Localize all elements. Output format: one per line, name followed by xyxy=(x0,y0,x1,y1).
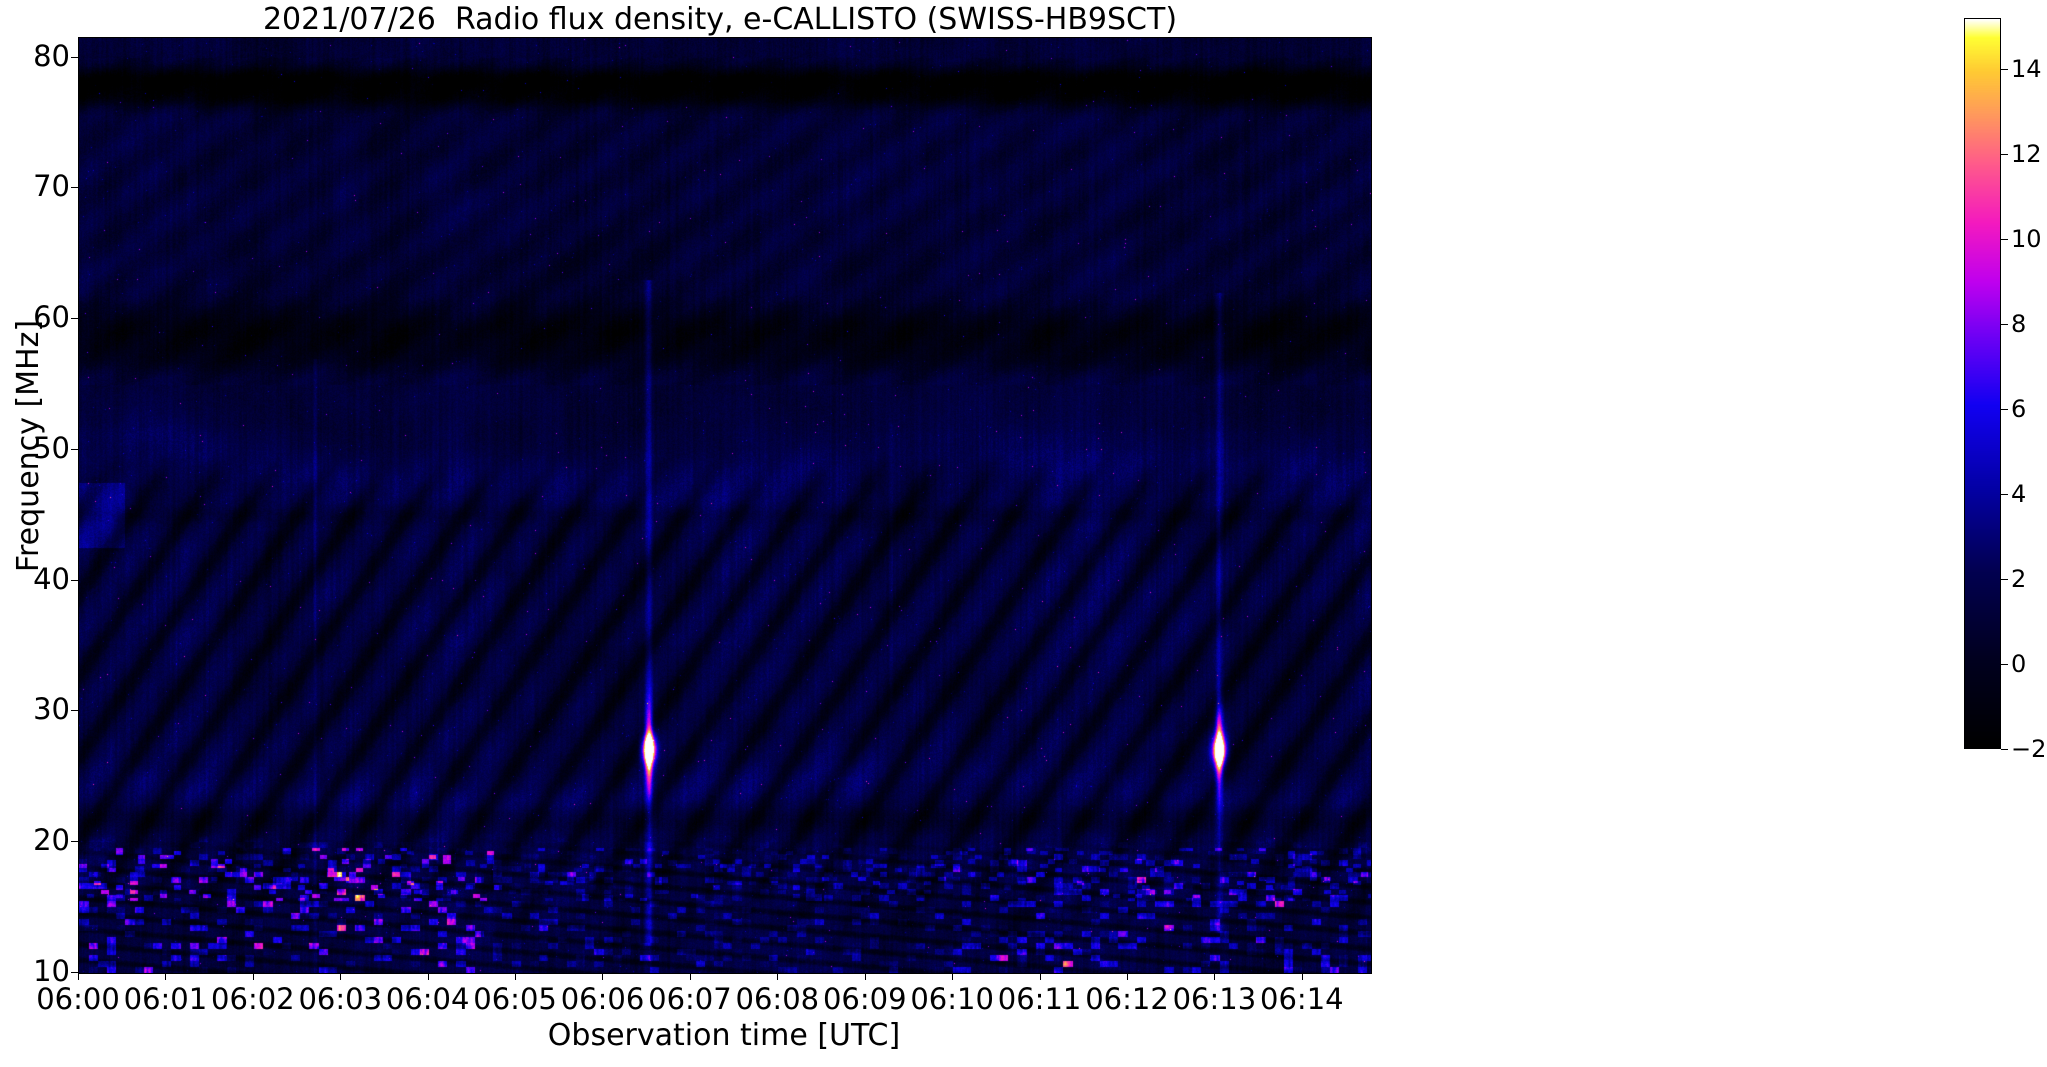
x-tick-mark xyxy=(1214,973,1216,980)
y-tick-mark xyxy=(71,972,78,973)
colorbar-tick-mark xyxy=(2001,579,2008,580)
colorbar-tick-label: 0 xyxy=(2011,650,2027,678)
colorbar-tick-label: 4 xyxy=(2011,480,2027,508)
colorbar-tick-label: 2 xyxy=(2011,565,2027,593)
x-tick-mark xyxy=(252,973,254,980)
colorbar-tick-label: 6 xyxy=(2011,395,2027,423)
colorbar-tick-label: 12 xyxy=(2011,140,2042,168)
y-tick-label: 10 xyxy=(33,954,70,988)
x-tick-label: 06:03 xyxy=(298,982,383,1016)
x-tick-mark xyxy=(427,973,429,980)
colorbar-tick-mark xyxy=(2001,749,2008,750)
x-tick-label: 06:02 xyxy=(211,982,295,1016)
x-tick-mark xyxy=(340,973,342,980)
y-tick-mark xyxy=(71,187,78,189)
y-tick-mark xyxy=(71,710,78,712)
x-tick-label: 06:14 xyxy=(1260,982,1344,1016)
x-tick-label: 06:04 xyxy=(385,982,470,1016)
y-axis-label: Frequency [MHz] xyxy=(11,319,46,573)
x-tick-label: 06:12 xyxy=(1085,982,1169,1016)
x-tick-mark xyxy=(689,973,691,980)
colorbar xyxy=(1964,18,2001,749)
colorbar-tick-label: 8 xyxy=(2011,310,2027,338)
x-tick-mark xyxy=(1039,973,1041,980)
colorbar-tick-label: −2 xyxy=(2011,735,2047,763)
y-tick-label: 40 xyxy=(33,561,70,596)
spectrogram-plot-area[interactable] xyxy=(78,37,1372,974)
x-tick-label: 06:08 xyxy=(735,982,820,1016)
x-tick-label: 06:00 xyxy=(36,982,120,1016)
x-tick-mark xyxy=(1126,973,1128,980)
x-tick-mark xyxy=(1301,973,1303,980)
x-tick-mark xyxy=(602,973,604,980)
x-tick-mark xyxy=(864,973,866,980)
x-tick-label: 06:09 xyxy=(822,982,907,1016)
x-tick-label: 06:06 xyxy=(560,982,645,1016)
colorbar-tick-label: 10 xyxy=(2011,225,2042,253)
x-tick-mark xyxy=(515,973,517,980)
colorbar-tick-mark xyxy=(2001,409,2008,410)
y-tick-mark xyxy=(71,841,78,843)
y-tick-label: 60 xyxy=(33,300,70,335)
x-axis-label: Observation time [UTC] xyxy=(547,1018,901,1053)
colorbar-tick-mark xyxy=(2001,239,2008,240)
x-tick-label: 06:11 xyxy=(997,982,1082,1016)
x-tick-label: 06:07 xyxy=(648,982,732,1016)
y-tick-label: 20 xyxy=(33,823,70,858)
colorbar-tick-mark xyxy=(2001,664,2008,665)
y-tick-label: 70 xyxy=(33,169,70,204)
spectrogram-image xyxy=(79,38,1371,973)
x-tick-mark xyxy=(165,973,167,980)
x-tick-label: 06:10 xyxy=(910,982,994,1016)
colorbar-gradient xyxy=(1964,18,2001,749)
colorbar-tick-mark xyxy=(2001,154,2008,155)
x-tick-label: 06:01 xyxy=(123,982,208,1016)
x-tick-label: 06:05 xyxy=(473,982,557,1016)
colorbar-tick-mark xyxy=(2001,324,2008,325)
y-tick-mark xyxy=(71,579,78,581)
y-tick-label: 30 xyxy=(33,692,70,727)
y-tick-mark xyxy=(71,318,78,320)
y-tick-label: 80 xyxy=(33,38,70,73)
y-tick-mark xyxy=(71,448,78,450)
page-title: 2021/07/26 Radio flux density, e-CALLIST… xyxy=(262,2,1178,37)
y-tick-mark xyxy=(71,56,78,58)
x-tick-label: 06:13 xyxy=(1172,982,1257,1016)
y-tick-label: 50 xyxy=(33,430,70,465)
x-tick-mark xyxy=(777,973,779,980)
x-tick-mark xyxy=(78,973,79,980)
colorbar-tick-mark xyxy=(2001,69,2008,70)
x-tick-mark xyxy=(952,973,954,980)
colorbar-tick-mark xyxy=(2001,494,2008,495)
colorbar-tick-label: 14 xyxy=(2011,55,2042,83)
